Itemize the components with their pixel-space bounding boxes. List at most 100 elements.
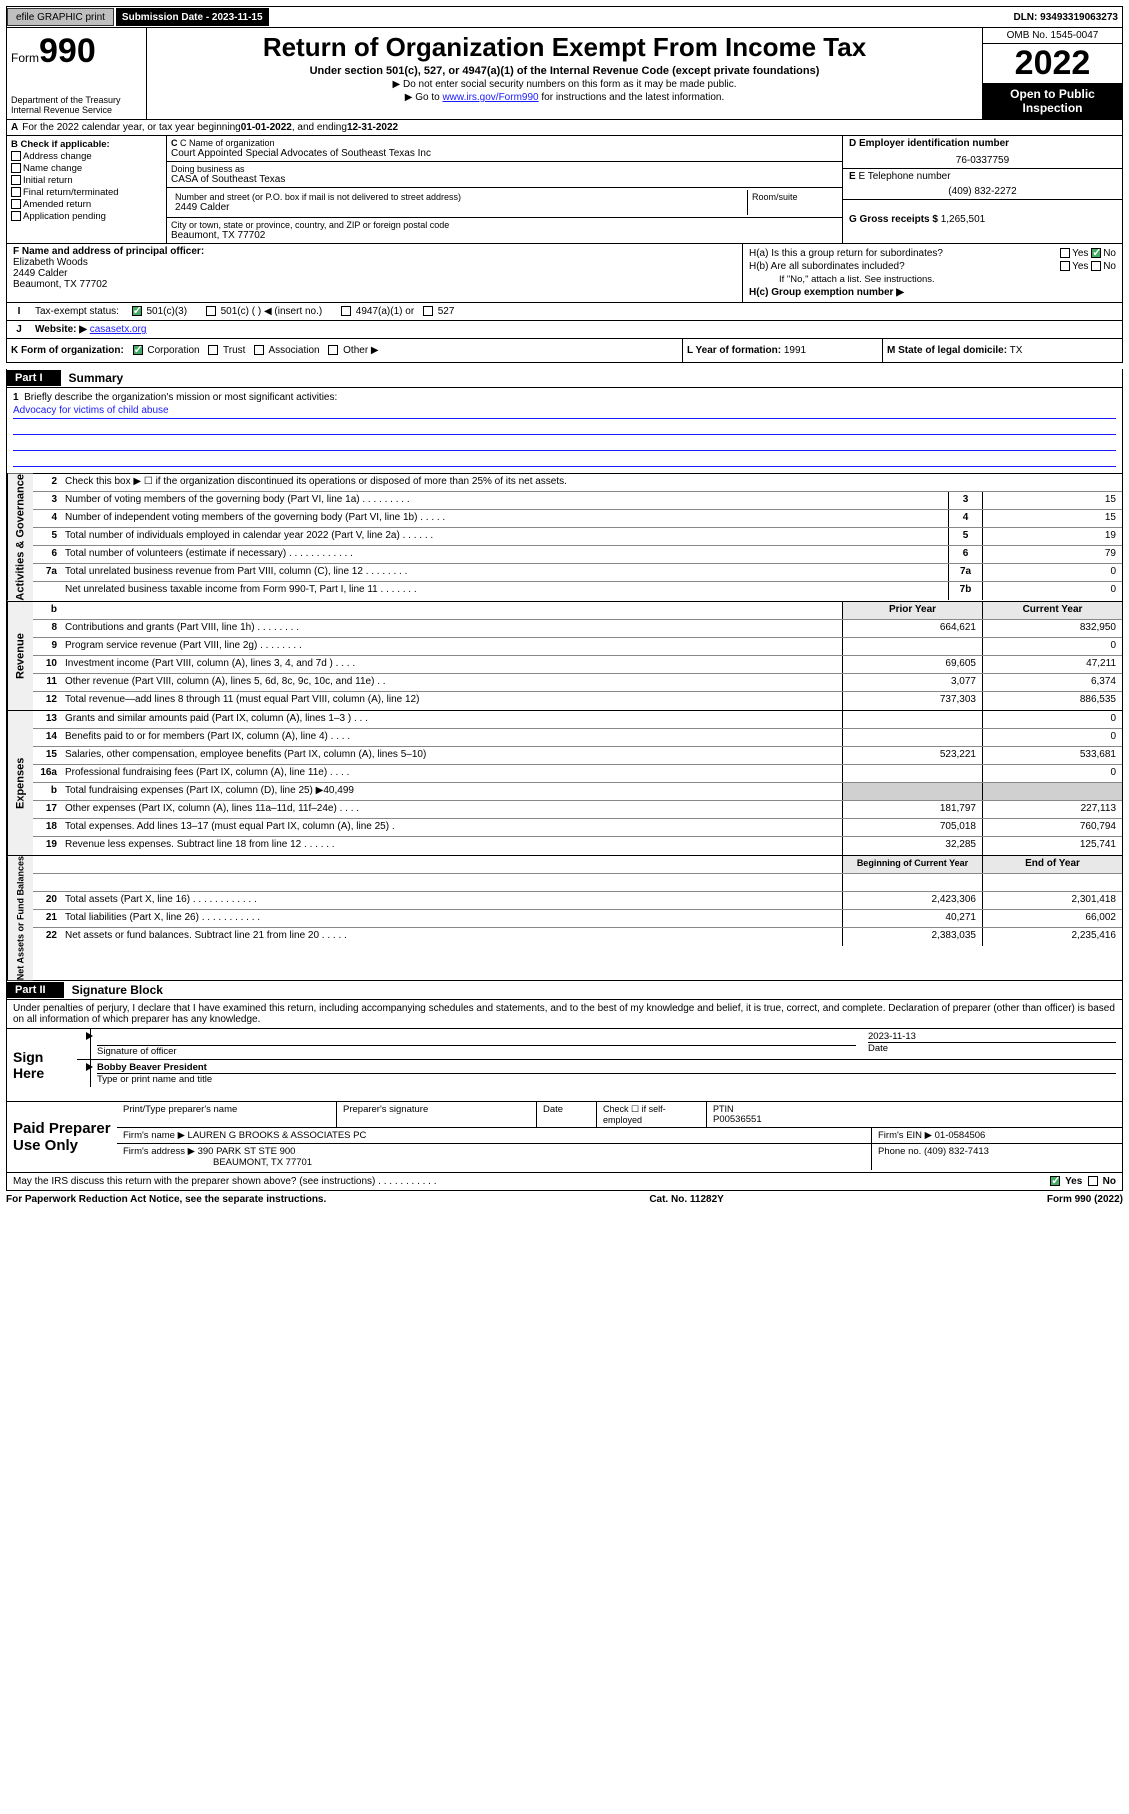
dept-label: Department of the Treasury Internal Reve… <box>11 95 142 115</box>
line-klm: K Form of organization: Corporation Trus… <box>6 339 1123 363</box>
val-21p: 40,271 <box>842 910 982 927</box>
col-d: D Employer identification number 76-0337… <box>842 136 1122 243</box>
ptin-value: P00536551 <box>713 1114 1116 1125</box>
net-tab: Net Assets or Fund Balances <box>7 856 33 980</box>
val-22p: 2,383,035 <box>842 928 982 946</box>
chk-trust[interactable] <box>208 345 218 355</box>
val-19p: 32,285 <box>842 837 982 855</box>
room-label: Room/suite <box>748 190 838 215</box>
val-8c: 832,950 <box>982 620 1122 637</box>
chk-assoc[interactable] <box>254 345 264 355</box>
website-link[interactable]: casasetx.org <box>90 324 147 335</box>
tel-value: (409) 832-2272 <box>849 186 1116 197</box>
tax-year: 2022 <box>983 44 1122 83</box>
dba-label: Doing business as <box>171 164 838 174</box>
form-header: Form990 Department of the Treasury Inter… <box>6 28 1123 120</box>
val-11c: 6,374 <box>982 674 1122 691</box>
form-note-link: ▶ Go to www.irs.gov/Form990 for instruct… <box>151 92 978 103</box>
chk-501c[interactable] <box>206 306 216 316</box>
line-ha: H(a) Is this a group return for subordin… <box>749 248 1116 259</box>
net-table: Net Assets or Fund Balances Beginning of… <box>6 856 1123 981</box>
val-16ap <box>842 765 982 782</box>
officer-printed-name: Bobby Beaver President <box>97 1062 1116 1073</box>
efile-print-button[interactable]: efile GRAPHIC print <box>7 8 114 26</box>
val-7b: 0 <box>982 582 1122 600</box>
chk-527[interactable] <box>423 306 433 316</box>
name-label: Type or print name and title <box>97 1073 1116 1085</box>
chk-corp[interactable] <box>133 345 143 355</box>
chk-hb-no[interactable] <box>1091 261 1101 271</box>
sig-officer-label: Signature of officer <box>97 1045 856 1057</box>
chk-address[interactable] <box>11 151 21 161</box>
firm-addr1: 390 PARK ST STE 900 <box>198 1146 296 1157</box>
line-hc: H(c) Group exemption number ▶ <box>749 287 1116 298</box>
chk-amended[interactable] <box>11 199 21 209</box>
prep-name-label: Print/Type preparer's name <box>117 1102 337 1127</box>
firm-phone: (409) 832-7413 <box>924 1146 989 1157</box>
hdr-end: End of Year <box>982 856 1122 873</box>
ein-label: D Employer identification number <box>849 138 1009 149</box>
submission-date: Submission Date - 2023-11-15 <box>116 8 269 26</box>
chk-501c3[interactable] <box>132 306 142 316</box>
sig-date-label: Date <box>868 1042 1116 1054</box>
exp-table: Expenses 13Grants and similar amounts pa… <box>6 711 1123 856</box>
chk-other[interactable] <box>328 345 338 355</box>
firm-addr2: BEAUMONT, TX 77701 <box>123 1157 865 1168</box>
chk-4947[interactable] <box>341 306 351 316</box>
footer-right: Form 990 (2022) <box>1047 1194 1123 1205</box>
officer-addr2: Beaumont, TX 77702 <box>13 279 736 290</box>
chk-initial[interactable] <box>11 175 21 185</box>
val-13p <box>842 711 982 728</box>
chk-may-yes[interactable] <box>1050 1176 1060 1186</box>
chk-final[interactable] <box>11 187 21 197</box>
addr-label: Number and street (or P.O. box if mail i… <box>175 192 743 202</box>
val-15c: 533,681 <box>982 747 1122 764</box>
firm-ein: 01-0584506 <box>935 1130 986 1141</box>
chk-ha-no[interactable] <box>1091 248 1101 258</box>
ptin-label: PTIN <box>713 1104 1116 1114</box>
chk-ha-yes[interactable] <box>1060 248 1070 258</box>
val-6: 79 <box>982 546 1122 563</box>
prep-sig-label: Preparer's signature <box>337 1102 537 1127</box>
f-label: F Name and address of principal officer: <box>13 246 204 257</box>
prep-selfemp: Check ☐ if self-employed <box>597 1102 707 1127</box>
part1-header: Part I Summary <box>6 369 1123 388</box>
col-c: C C Name of organization Court Appointed… <box>167 136 842 243</box>
hb-note: If "No," attach a list. See instructions… <box>749 274 1116 285</box>
val-9c: 0 <box>982 638 1122 655</box>
rev-tab: Revenue <box>7 602 33 710</box>
val-20c: 2,301,418 <box>982 892 1122 909</box>
val-13c: 0 <box>982 711 1122 728</box>
ein-value: 76-0337759 <box>849 155 1116 166</box>
val-4: 15 <box>982 510 1122 527</box>
val-12p: 737,303 <box>842 692 982 710</box>
chk-may-no[interactable] <box>1088 1176 1098 1186</box>
footer: For Paperwork Reduction Act Notice, see … <box>6 1191 1123 1208</box>
val-3: 15 <box>982 492 1122 509</box>
form-label: Form990 <box>11 32 142 71</box>
prep-date-label: Date <box>537 1102 597 1127</box>
rev-table: Revenue bPrior YearCurrent Year 8Contrib… <box>6 602 1123 711</box>
line-hb: H(b) Are all subordinates included? Yes … <box>749 261 1116 272</box>
may-discuss: May the IRS discuss this return with the… <box>6 1173 1123 1191</box>
omb-number: OMB No. 1545-0047 <box>983 28 1122 44</box>
org-name: Court Appointed Special Advocates of Sou… <box>171 148 838 159</box>
top-bar: efile GRAPHIC print Submission Date - 20… <box>6 6 1123 28</box>
addr-value: 2449 Calder <box>175 202 743 213</box>
line-j: J Website: ▶ casasetx.org <box>6 321 1123 339</box>
irs-link[interactable]: www.irs.gov/Form990 <box>442 92 538 103</box>
val-9p <box>842 638 982 655</box>
year-formation: 1991 <box>784 345 806 356</box>
chk-pending[interactable] <box>11 211 21 221</box>
chk-name[interactable] <box>11 163 21 173</box>
val-21c: 66,002 <box>982 910 1122 927</box>
sig-declaration: Under penalties of perjury, I declare th… <box>6 1000 1123 1029</box>
firm-name: LAUREN G BROOKS & ASSOCIATES PC <box>188 1130 367 1141</box>
hdr-begin: Beginning of Current Year <box>842 856 982 873</box>
val-17c: 227,113 <box>982 801 1122 818</box>
gov-tab: Activities & Governance <box>7 474 33 601</box>
chk-hb-yes[interactable] <box>1060 261 1070 271</box>
city-label: City or town, state or province, country… <box>171 220 838 230</box>
officer-name: Elizabeth Woods <box>13 257 736 268</box>
val-19c: 125,741 <box>982 837 1122 855</box>
